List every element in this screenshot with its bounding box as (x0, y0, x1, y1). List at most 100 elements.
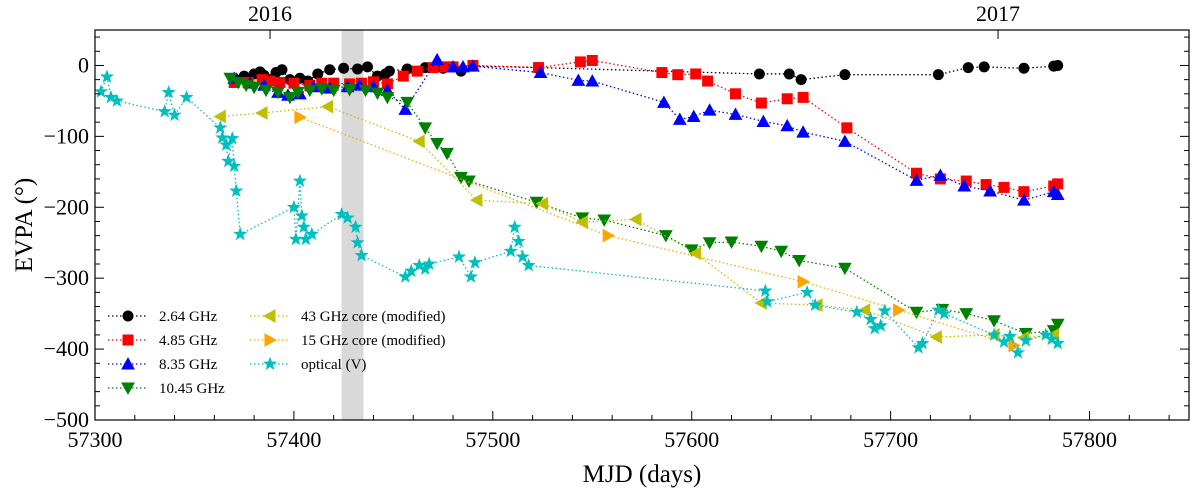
legend-item: 10.45 GHz (108, 381, 225, 397)
data-point (1018, 186, 1030, 198)
data-point (575, 215, 588, 230)
data-point (109, 93, 124, 107)
legend-label: 43 GHz core (modified) (301, 309, 446, 325)
data-point (796, 125, 810, 138)
series-line (299, 116, 1015, 347)
data-point (1010, 345, 1025, 359)
data-point (298, 231, 313, 246)
data-point (467, 255, 482, 269)
data-point (702, 75, 714, 87)
data-point (1018, 333, 1033, 347)
data-point (400, 96, 415, 110)
data-point (380, 91, 395, 105)
legend-item: 2.64 GHz (108, 309, 218, 325)
data-point (427, 62, 439, 74)
data-point (838, 134, 852, 147)
data-point (316, 77, 328, 89)
data-point (702, 237, 717, 250)
plot-layer (93, 30, 1065, 420)
legend: 2.64 GHz 4.85 GHz 8.35 GHz 10.45 GHz 43 GHz … (108, 309, 446, 397)
data-point (227, 158, 242, 173)
data-point (276, 64, 288, 76)
data-point (755, 97, 767, 109)
data-point (533, 62, 545, 74)
data-point (412, 134, 425, 149)
data-point (597, 214, 612, 227)
legend-item: 15 GHz core (modified) (250, 333, 446, 349)
data-point (358, 84, 373, 98)
data-point (690, 68, 702, 80)
data-point (302, 84, 317, 98)
data-point (320, 99, 334, 114)
data-point (586, 54, 598, 66)
data-point (780, 118, 795, 132)
top-tick-label: 2017 (976, 1, 1020, 26)
data-point (312, 68, 324, 80)
data-point (515, 249, 530, 263)
legend-marker (262, 356, 278, 371)
data-point (259, 84, 273, 98)
data-point (909, 306, 924, 320)
data-point (233, 226, 248, 241)
x-tick-label: 57400 (266, 427, 321, 452)
legend-item: 8.35 GHz (108, 357, 218, 373)
data-point (221, 153, 236, 168)
data-point (978, 61, 990, 73)
data-point (529, 196, 544, 210)
data-point (99, 69, 114, 83)
data-point (1050, 187, 1065, 201)
data-point (383, 65, 395, 77)
data-point (411, 65, 423, 77)
data-point (294, 208, 309, 222)
data-point (404, 263, 419, 278)
data-point (326, 84, 341, 98)
data-point (292, 173, 307, 188)
data-point (987, 327, 1002, 341)
data-point (783, 68, 795, 80)
data-point (857, 303, 871, 317)
data-point (807, 297, 823, 312)
series-line (220, 105, 1054, 339)
data-point (511, 233, 526, 248)
data-point (338, 62, 350, 74)
data-point (451, 249, 467, 263)
data-point (430, 52, 444, 66)
data-point (304, 226, 319, 241)
data-point (686, 109, 701, 123)
y-tick-label: −500 (44, 407, 89, 432)
data-point (314, 83, 329, 96)
data-point (247, 81, 261, 95)
data-point (296, 219, 311, 234)
data-point (418, 261, 433, 275)
data-point (893, 303, 906, 317)
data-point (167, 107, 182, 122)
data-point (1018, 62, 1030, 74)
data-point (937, 306, 952, 320)
data-point (1052, 59, 1064, 71)
data-point (362, 61, 374, 73)
data-point (873, 318, 888, 332)
data-point (932, 69, 944, 81)
x-tick-label: 57600 (664, 427, 719, 452)
data-point (422, 256, 437, 271)
data-point (288, 231, 303, 246)
data-point (1050, 335, 1065, 350)
data-point (213, 120, 228, 134)
legend-marker (121, 357, 135, 370)
data-point (1038, 327, 1053, 341)
x-tick-label: 57500 (465, 427, 520, 452)
data-point (753, 68, 765, 80)
y-axis-label: EVPA (°) (11, 178, 38, 273)
data-point (1017, 193, 1031, 206)
y-tick-label: −200 (44, 194, 89, 219)
data-point (841, 122, 853, 134)
data-point (179, 89, 194, 104)
plot-frame (94, 29, 1190, 421)
data-point (795, 74, 807, 86)
data-point (998, 181, 1010, 193)
data-point (463, 269, 478, 283)
legend-label: 8.35 GHz (159, 357, 218, 373)
data-point (291, 86, 305, 100)
data-point (877, 303, 892, 317)
data-point (656, 67, 668, 79)
